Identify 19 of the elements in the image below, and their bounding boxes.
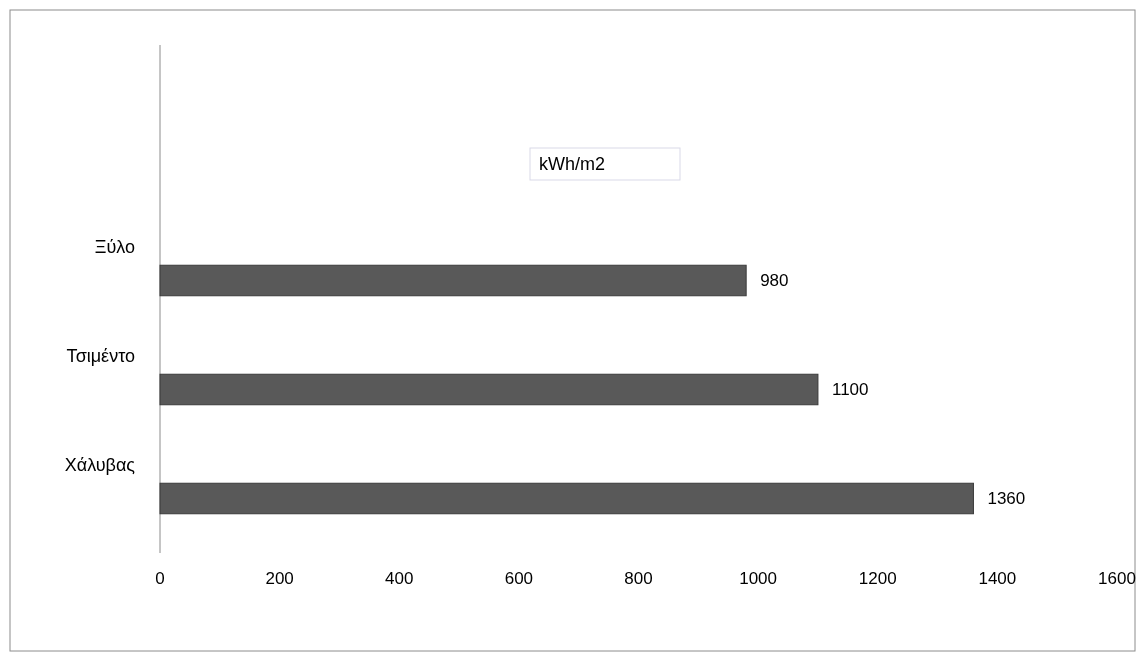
x-tick-label: 400 [385,568,414,588]
x-tick-label: 1000 [739,568,778,588]
x-tick-label: 200 [265,568,294,588]
x-tick-label: 800 [624,568,653,588]
y-tick-label: Ξύλο [94,236,135,257]
x-tick-label: 0 [155,568,165,588]
bar [159,264,747,297]
x-tick-label: 1600 [1098,568,1136,588]
y-tick-label: Τσιμέντο [66,345,135,366]
data-label: 1360 [987,489,1026,509]
x-tick-label: 600 [504,568,534,588]
data-label: 1100 [831,380,869,400]
y-tick-label: Χάλυβας [64,454,136,475]
data-label: 980 [760,271,789,291]
x-tick-label: 1400 [978,568,1017,588]
x-tick-label: 1200 [858,568,897,588]
bar [159,482,974,515]
chart-title: kWh/m2 [539,154,606,175]
bar [159,373,819,406]
